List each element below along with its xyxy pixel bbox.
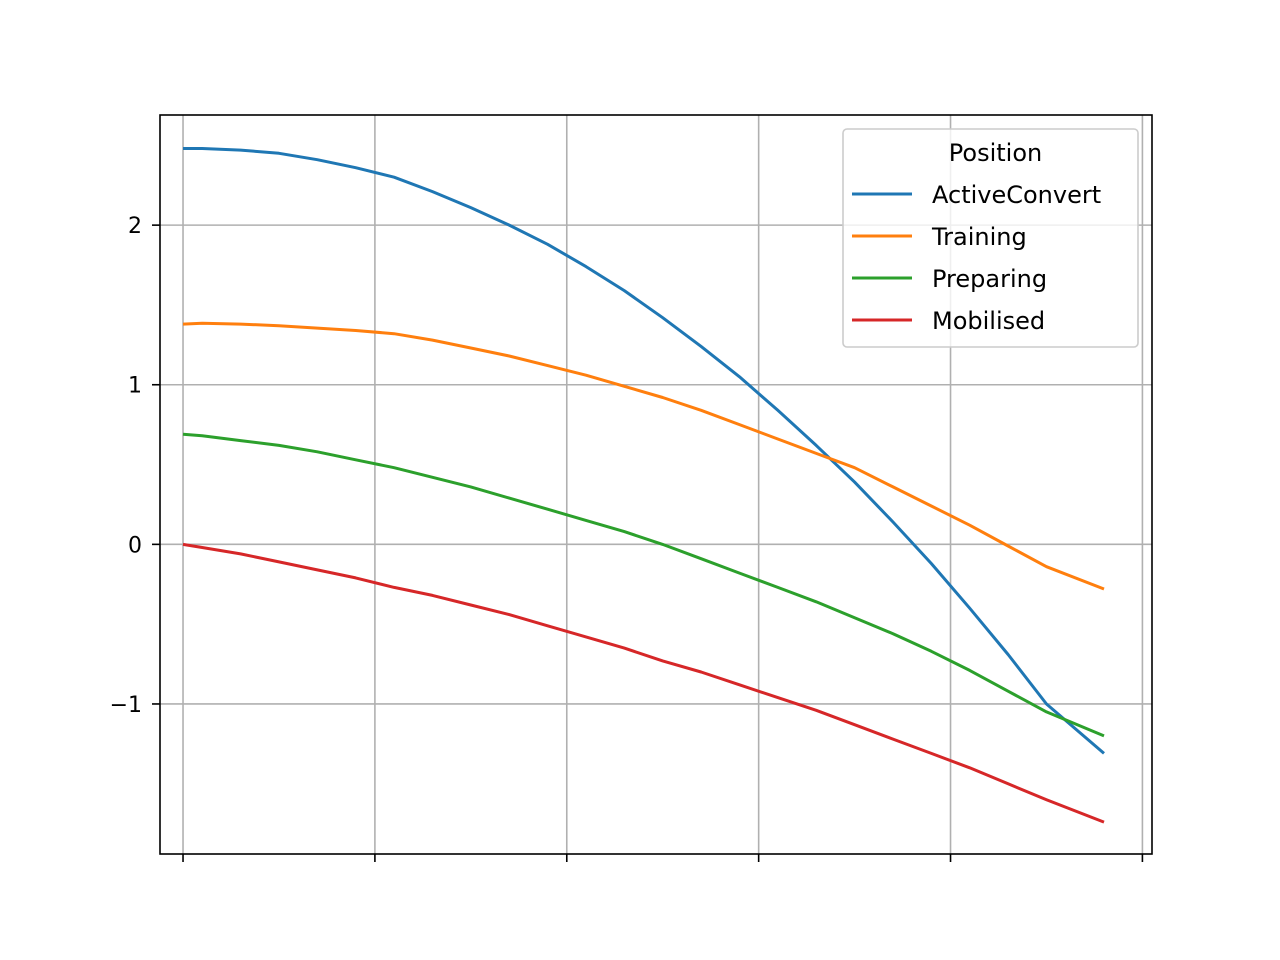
- legend-label-activeconvert: ActiveConvert: [932, 181, 1101, 209]
- series-line-preparing: [182, 432, 1105, 738]
- y-tick-label-2: 1: [128, 374, 142, 399]
- series-line-mobilised: [182, 542, 1105, 824]
- series-line-activeconvert: [183, 147, 1105, 755]
- legend-label-training: Training: [931, 223, 1027, 251]
- series-line-training: [182, 321, 1105, 591]
- axes-frame: [159, 114, 1153, 855]
- legend-label-preparing: Preparing: [932, 265, 1047, 293]
- legend-label-mobilised: Mobilised: [932, 307, 1045, 335]
- series-lines: [182, 147, 1105, 824]
- y-tick-label-0: −1: [110, 693, 142, 718]
- legend-title: Position: [949, 139, 1042, 167]
- legend: Position ActiveConvert Training Preparing M…: [842, 128, 1139, 348]
- y-tick-label-1: 0: [128, 533, 142, 558]
- legend-box: [842, 128, 1139, 348]
- axis-ticks: −1 0 1 2: [110, 214, 1144, 862]
- y-tick-label-3: 2: [128, 214, 142, 239]
- legend-entries: ActiveConvert Training Preparing Mobilised: [852, 181, 1101, 335]
